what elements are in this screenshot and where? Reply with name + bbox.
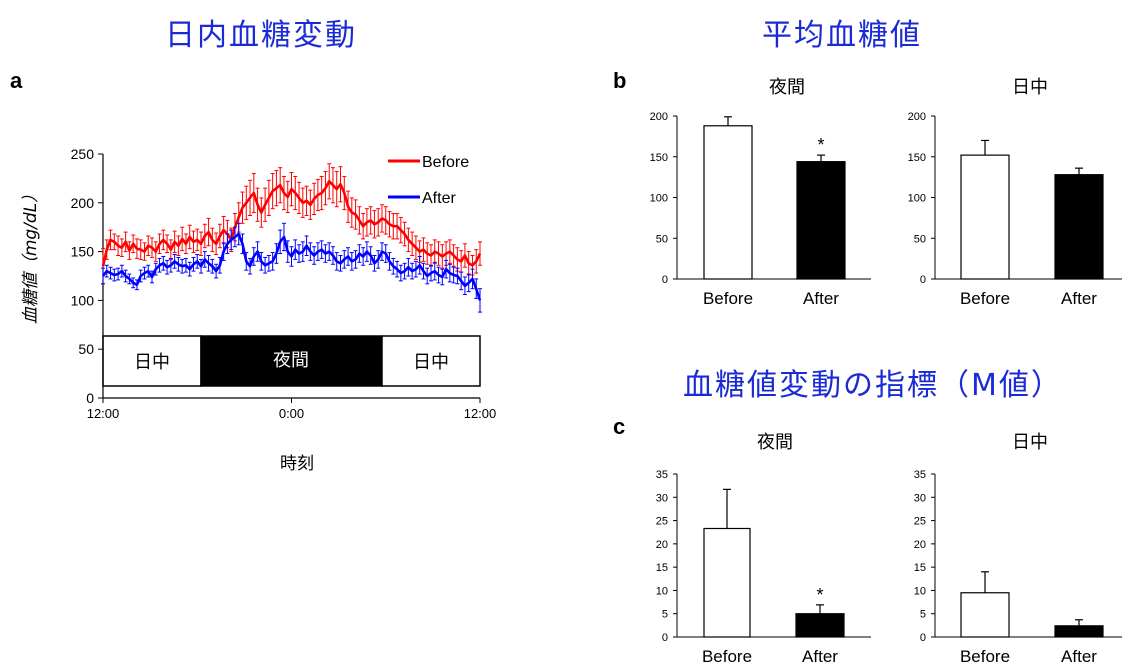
y-tick-label: 200 xyxy=(908,111,926,123)
band-label-night: 夜間 xyxy=(273,350,309,371)
heading-daily-glucose: 日内血糖変動 xyxy=(165,18,357,53)
category-label: Before xyxy=(960,647,1010,666)
chart-title: 夜間 xyxy=(757,432,793,453)
category-label: Before xyxy=(703,289,753,308)
y-tick-label: 50 xyxy=(656,233,668,245)
y-tick-label: 30 xyxy=(914,492,926,504)
y-tick-label: 0 xyxy=(662,632,668,644)
series-line-after xyxy=(101,232,482,301)
bar-chart-c-day: 日中 0 5 10 15 20 25 30 35 Before After xyxy=(914,432,1122,666)
bar-after xyxy=(795,613,845,638)
bar-chart-c-night: 夜間 0 5 10 15 20 25 30 35 Before After * xyxy=(656,432,871,666)
y-tick-label: 0 xyxy=(920,632,926,644)
x-tick-label: 12:00 xyxy=(87,406,120,421)
band-label-day-left: 日中 xyxy=(134,352,170,373)
y-tick-label: 150 xyxy=(650,152,668,164)
category-label: After xyxy=(1061,289,1097,308)
series-after xyxy=(101,222,482,313)
y-tick-label: 250 xyxy=(71,146,95,162)
bar-after xyxy=(1054,174,1104,280)
y-tick-label: 15 xyxy=(656,562,668,574)
x-tick-label: 12:00 xyxy=(464,406,497,421)
series-line-before xyxy=(101,180,482,267)
y-tick-label: 35 xyxy=(914,469,926,481)
y-tick-label: 25 xyxy=(656,516,668,528)
bar-before xyxy=(960,592,1010,638)
y-tick-label: 30 xyxy=(656,492,668,504)
y-axis-label: 血糖値（mg/dL） xyxy=(21,186,41,324)
bar-before xyxy=(703,125,753,280)
y-tick-label: 10 xyxy=(656,585,668,597)
chart-title: 日中 xyxy=(1012,432,1048,453)
heading-m-value: 血糖値変動の指標（M値） xyxy=(683,368,1063,403)
band-night xyxy=(200,335,383,387)
category-label: Before xyxy=(702,647,752,666)
bar-chart-b-day: 日中 0 50 100 150 200 Before After xyxy=(908,77,1122,308)
y-tick-label: 200 xyxy=(650,111,668,123)
y-tick-label: 20 xyxy=(914,539,926,551)
legend-label-after: After xyxy=(422,190,456,207)
y-tick-label: 5 xyxy=(920,609,926,621)
chart-title: 日中 xyxy=(1012,77,1048,98)
y-tick-label: 0 xyxy=(662,274,668,286)
y-tick-label: 0 xyxy=(920,274,926,286)
y-tick-label: 100 xyxy=(71,292,95,308)
x-axis-label: 時刻 xyxy=(280,454,314,474)
y-tick-label: 150 xyxy=(908,152,926,164)
bar-after xyxy=(1054,625,1104,638)
panel-letter-a: a xyxy=(10,68,23,93)
y-tick-label: 50 xyxy=(914,233,926,245)
bar-chart-b-night: 夜間 0 50 100 150 200 Before After * xyxy=(650,77,871,308)
heading-mean-glucose: 平均血糖値 xyxy=(762,18,922,53)
category-label: After xyxy=(802,647,838,666)
y-tick-label: 50 xyxy=(78,341,94,357)
y-tick-label: 35 xyxy=(656,469,668,481)
y-tick-label: 25 xyxy=(914,516,926,528)
y-tick-label: 100 xyxy=(908,193,926,205)
y-tick-label: 15 xyxy=(914,562,926,574)
legend-label-before: Before xyxy=(422,154,469,171)
y-tick-label: 200 xyxy=(71,195,95,211)
band-day-right xyxy=(381,335,481,387)
x-tick-label: 0:00 xyxy=(279,406,304,421)
chart-title: 夜間 xyxy=(769,77,805,98)
y-tick-label: 0 xyxy=(86,390,94,406)
bar-after xyxy=(796,161,846,280)
significance-marker: * xyxy=(817,135,824,155)
category-label: After xyxy=(1061,647,1097,666)
y-tick-label: 150 xyxy=(71,244,95,260)
y-tick-label: 20 xyxy=(656,539,668,551)
y-tick-label: 5 xyxy=(662,609,668,621)
significance-marker: * xyxy=(816,585,823,605)
bar-before xyxy=(703,527,751,638)
panel-letter-c: c xyxy=(613,414,626,439)
band-day-left xyxy=(102,335,202,387)
category-label: Before xyxy=(960,289,1010,308)
series-before xyxy=(101,163,482,285)
bar-before xyxy=(960,154,1010,280)
panel-letter-b: b xyxy=(613,68,627,93)
category-label: After xyxy=(803,289,839,308)
band-label-day-right: 日中 xyxy=(413,352,449,373)
y-tick-label: 10 xyxy=(914,585,926,597)
y-tick-label: 100 xyxy=(650,193,668,205)
